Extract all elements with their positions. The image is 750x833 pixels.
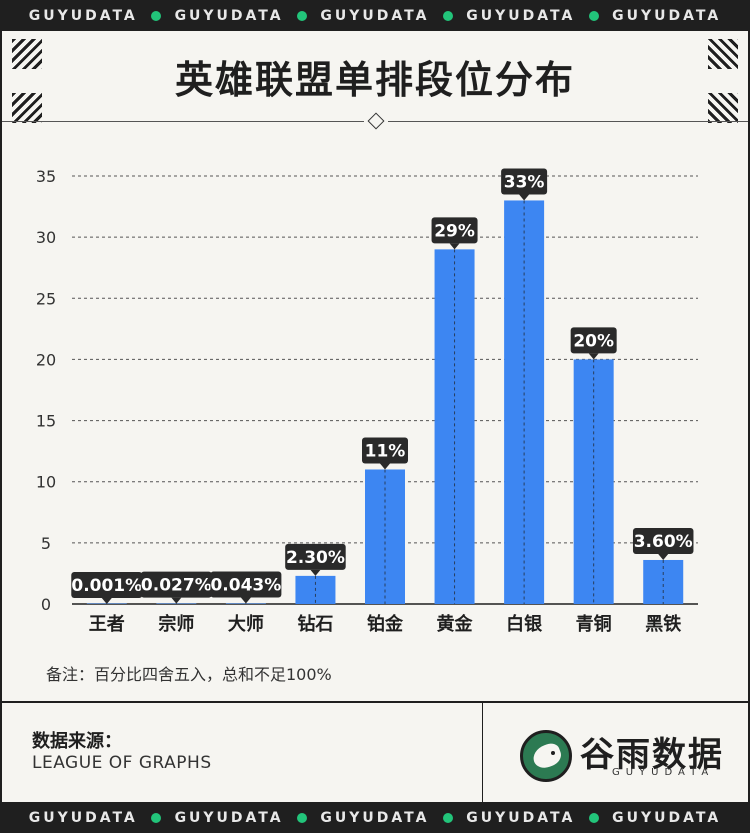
data-label-pointer <box>240 597 251 604</box>
footer-vertical-divider <box>482 703 483 802</box>
bottom-brand-strip: GUYUDATA GUYUDATA GUYUDATA GUYUDATA GUYU… <box>0 802 750 833</box>
footer-divider <box>2 701 748 703</box>
logo-subtitle: GUYUDATA <box>612 767 715 778</box>
x-tick-label: 白银 <box>506 613 543 635</box>
strip-dot <box>588 812 599 823</box>
bar-chart: 0 5 10 15 20 25 30 35 0.001% 王者 0.027% 宗师 0.043% 大师 2.… <box>36 167 698 635</box>
top-brand-strip: GUYUDATA GUYUDATA GUYUDATA GUYUDATA GUYU… <box>0 0 750 31</box>
y-tick-label: 15 <box>36 412 56 431</box>
data-label-pointer <box>380 463 390 470</box>
data-label-bg <box>431 217 478 244</box>
source-value: LEAGUE OF GRAPHS <box>32 753 212 773</box>
y-tick-label: 20 <box>36 350 56 369</box>
chart-title: 英雄联盟单排段位分布 <box>174 58 575 102</box>
x-tick-label: 宗师 <box>158 613 194 635</box>
data-label-bg <box>210 571 282 598</box>
strip-word: GUYUDATA <box>28 7 138 24</box>
x-tick-label: 大师 <box>228 613 264 635</box>
chart-card: 英雄联盟单排段位分布 0 5 10 15 20 25 30 35 0.001% 王者 0.027% 宗… <box>0 31 750 802</box>
source-label: 数据来源： <box>32 731 122 752</box>
strip-dot <box>442 10 453 21</box>
y-tick-label: 30 <box>36 228 56 247</box>
corner-hatch <box>12 93 42 123</box>
data-label: 33% <box>504 172 545 192</box>
logo-name: 谷雨数据 <box>580 735 724 775</box>
strip-dot <box>588 10 599 21</box>
strip-word: GUYUDATA <box>174 7 284 24</box>
data-label-pointer <box>588 353 599 360</box>
x-tick-label: 钻石 <box>297 613 333 635</box>
data-label: 11% <box>365 441 406 461</box>
logo-bird-icon <box>520 730 572 782</box>
x-tick-label: 铂金 <box>367 613 404 635</box>
chart-note: 备注：百分比四舍五入，总和不足100% <box>46 665 332 684</box>
corner-hatch <box>708 93 738 123</box>
data-label-bg <box>632 527 694 554</box>
x-tick-label: 黄金 <box>437 613 474 635</box>
data-label-bg <box>285 543 346 570</box>
strip-dot <box>151 812 162 823</box>
strip-word: GUYUDATA <box>174 809 284 826</box>
strip-word: GUYUDATA <box>466 7 576 24</box>
y-tick-label: 5 <box>41 534 51 553</box>
title-divider <box>388 121 748 122</box>
title-divider <box>2 121 364 122</box>
data-label-bg <box>362 437 408 464</box>
strip-dot <box>151 10 162 21</box>
strip-word: GUYUDATA <box>28 809 138 826</box>
strip-dot <box>297 10 308 21</box>
data-label: 3.60% <box>634 532 693 552</box>
strip-word: GUYUDATA <box>612 809 722 826</box>
data-label: 29% <box>434 221 475 241</box>
data-label: 0.001% <box>71 576 142 596</box>
data-label: 0.043% <box>210 575 281 595</box>
data-label-pointer <box>101 597 112 604</box>
data-label-bg <box>71 571 143 598</box>
strip-word: GUYUDATA <box>320 809 430 826</box>
strip-word: GUYUDATA <box>320 7 430 24</box>
y-tick-label: 10 <box>36 473 56 492</box>
data-label-bg <box>570 327 617 354</box>
strip-dot <box>297 812 308 823</box>
data-label-bg <box>140 571 212 598</box>
data-label: 20% <box>573 331 614 351</box>
y-tick-label: 25 <box>36 289 56 308</box>
y-tick-label: 0 <box>41 595 51 614</box>
x-tick-label: 黑铁 <box>645 613 681 635</box>
strip-word: GUYUDATA <box>612 7 722 24</box>
x-tick-label: 青铜 <box>576 613 612 635</box>
x-tick-label: 王者 <box>89 614 125 635</box>
corner-hatch <box>12 39 42 69</box>
data-label-pointer <box>449 243 460 250</box>
data-label-pointer <box>658 553 669 560</box>
y-tick-label: 35 <box>36 167 56 186</box>
data-label-pointer <box>519 194 530 201</box>
data-label-bg <box>501 168 548 195</box>
strip-dot <box>442 812 453 823</box>
strip-word: GUYUDATA <box>466 809 576 826</box>
data-label: 2.30% <box>286 548 345 568</box>
corner-hatch <box>708 39 738 69</box>
data-label-pointer <box>310 569 321 576</box>
data-label: 0.027% <box>141 576 212 596</box>
data-label-pointer <box>171 597 182 604</box>
